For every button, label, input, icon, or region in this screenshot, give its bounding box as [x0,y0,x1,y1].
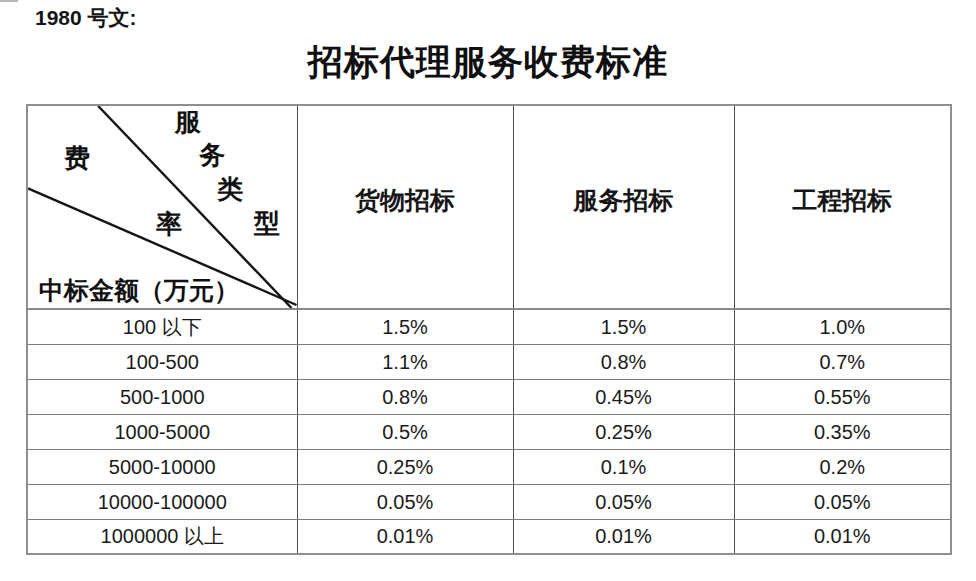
corner-label-fee-char: 费 [64,146,90,172]
table-row: 500-1000 0.8% 0.45% 0.55% [27,379,951,414]
table-row: 100 以下 1.5% 1.5% 1.0% [27,309,951,344]
table-row: 1000-5000 0.5% 0.25% 0.35% [27,414,951,449]
fee-cell: 1.5% [513,309,734,344]
document-page: 1980 号文: 招标代理服务收费标准 费 率 服 务 类 [0,0,976,581]
fee-cell: 0.05% [734,484,951,519]
corner-label-service-char-1: 服 [175,110,201,136]
row-label: 500-1000 [27,379,297,414]
corner-label-rate-char: 率 [156,212,182,238]
fee-cell: 0.35% [734,414,951,449]
fee-cell: 0.01% [513,519,734,554]
doc-reference: 1980 号文: [35,4,137,32]
corner-label-service-char-4: 型 [254,211,280,237]
table-row: 100-500 1.1% 0.8% 0.7% [27,344,951,379]
fee-cell: 0.55% [734,379,951,414]
fee-cell: 0.25% [513,414,734,449]
table-row: 5000-10000 0.25% 0.1% 0.2% [27,449,951,484]
row-label: 1000000 以上 [27,519,297,554]
corner-label-amount: 中标金额（万元） [39,278,239,303]
diagonal-header-cell: 费 率 服 务 类 型 中标金额（万元） [27,105,297,309]
page-title: 招标代理服务收费标准 [0,42,976,84]
corner-label-service-char-2: 务 [199,143,225,169]
fee-table: 费 率 服 务 类 型 中标金额（万元） 货物招标 服务招标 工程招标 100 … [26,104,952,555]
page-edge-artifact [0,0,18,2]
fee-cell: 1.1% [297,344,513,379]
fee-cell: 0.5% [297,414,513,449]
column-header-goods: 货物招标 [297,105,513,309]
row-label: 1000-5000 [27,414,297,449]
table-row: 10000-100000 0.05% 0.05% 0.05% [27,484,951,519]
table-row: 1000000 以上 0.01% 0.01% 0.01% [27,519,951,554]
fee-cell: 0.01% [734,519,951,554]
header-row: 费 率 服 务 类 型 中标金额（万元） 货物招标 服务招标 工程招标 [27,105,951,309]
fee-cell: 0.1% [513,449,734,484]
fee-cell: 0.05% [513,484,734,519]
corner-label-service-char-3: 类 [217,177,243,203]
row-label: 100 以下 [27,309,297,344]
fee-cell: 0.7% [734,344,951,379]
fee-cell: 0.25% [297,449,513,484]
fee-cell: 0.45% [513,379,734,414]
fee-cell: 0.2% [734,449,951,484]
fee-cell: 0.8% [513,344,734,379]
fee-cell: 0.8% [297,379,513,414]
column-header-service: 服务招标 [513,105,734,309]
row-label: 5000-10000 [27,449,297,484]
column-header-engineering: 工程招标 [734,105,951,309]
fee-cell: 0.01% [297,519,513,554]
fee-cell: 1.0% [734,309,951,344]
fee-cell: 0.05% [297,484,513,519]
row-label: 10000-100000 [27,484,297,519]
fee-cell: 1.5% [297,309,513,344]
row-label: 100-500 [27,344,297,379]
